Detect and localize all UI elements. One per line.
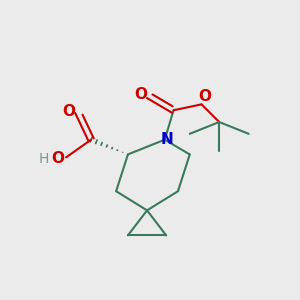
Text: O: O <box>52 151 64 166</box>
Text: O: O <box>135 87 148 102</box>
Text: N: N <box>161 132 173 147</box>
Text: O: O <box>198 89 211 104</box>
Text: O: O <box>62 104 76 119</box>
Text: H: H <box>39 152 49 166</box>
